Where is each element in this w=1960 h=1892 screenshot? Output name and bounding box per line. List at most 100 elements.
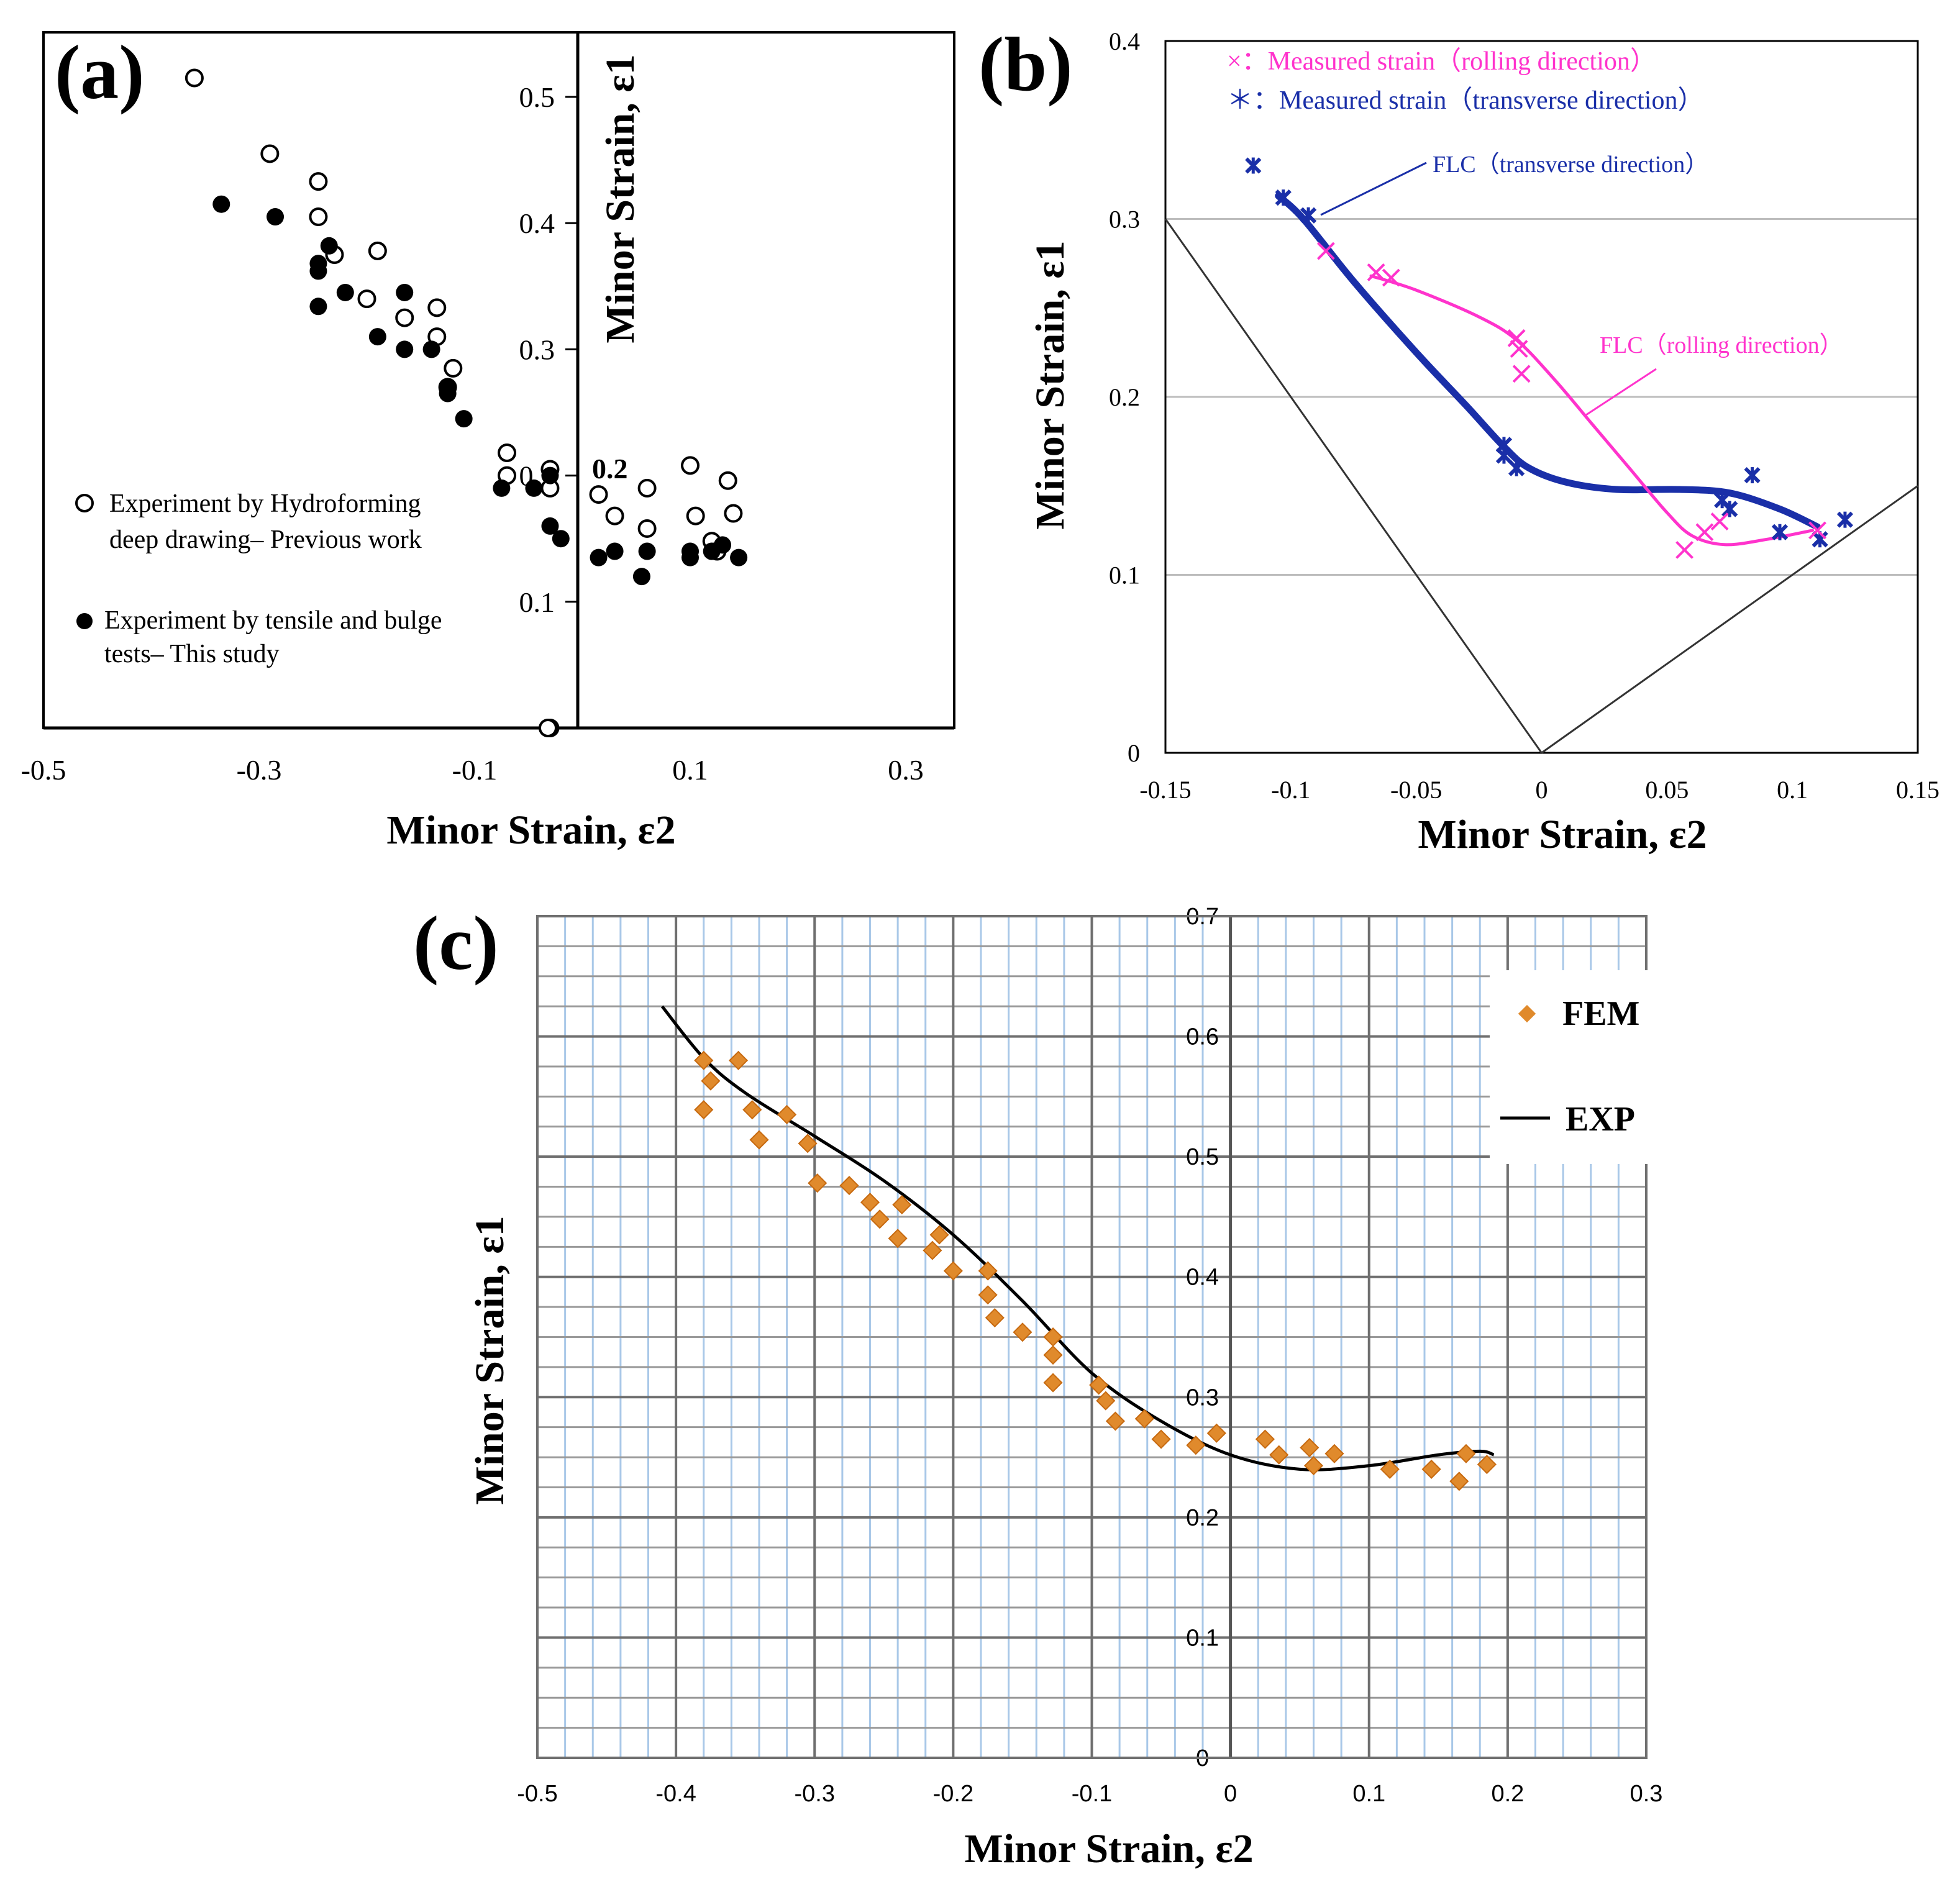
rolling-strain-point	[1695, 523, 1714, 542]
panel-b-y-title: Minor Strain, ε1	[1028, 240, 1073, 529]
fem-point	[892, 1195, 912, 1215]
fem-point	[978, 1261, 998, 1281]
panel-b-y-tick-label: 0.2	[1109, 383, 1140, 411]
open-circle-point	[589, 485, 608, 504]
open-circle-point	[718, 471, 737, 490]
transverse-strain-point	[1508, 460, 1525, 476]
open-circle-point	[605, 506, 624, 525]
open-circle-point	[538, 719, 557, 737]
fem-point	[808, 1173, 827, 1193]
open-circle-point	[686, 506, 705, 525]
filled-circle-point	[590, 548, 608, 566]
filled-circle-point	[439, 384, 457, 403]
panel-c-y-tick-label: 0.2	[1186, 1505, 1219, 1531]
fem-point	[923, 1240, 942, 1260]
panel-b: (b) Minor Strain, ε2 Minor Strain, ε1 -0…	[978, 22, 1939, 857]
fem-point	[1421, 1459, 1441, 1479]
fem-point	[1206, 1423, 1226, 1443]
legend-exp-label: EXP	[1566, 1100, 1635, 1139]
panel-a-y-tick-label: 0.4	[519, 207, 555, 239]
legend-b-item-rolling: ×：Measured strain（rolling direction）	[1227, 47, 1656, 76]
panel-c-y-title: Minor Strain, ε1	[467, 1216, 513, 1504]
filled-circle-point	[606, 542, 624, 560]
legend-b-item-transverse: ＊：Measured strain（transverse direction）	[1227, 86, 1703, 115]
panel-c-y-tick-label: 0.3	[1186, 1385, 1219, 1411]
legend-a-item-1-line-1: Experiment by Hydroforming	[109, 489, 421, 518]
open-circle-point	[681, 456, 700, 475]
fem-point	[728, 1050, 749, 1070]
panel-b-x-tick-label: 0.15	[1896, 776, 1939, 804]
panel-c-x-tick-label: -0.5	[517, 1781, 557, 1807]
rolling-strain-point	[1710, 512, 1729, 530]
panel-c-frame	[536, 915, 1648, 1759]
filled-circle-point	[730, 548, 748, 566]
panel-b-x-tick-label: -0.1	[1271, 776, 1310, 804]
fem-point	[860, 1193, 880, 1212]
open-circle-point	[444, 358, 463, 378]
panel-c-x-tick-label: 0.3	[1630, 1781, 1663, 1807]
fem-point	[1043, 1327, 1063, 1347]
rolling-strain-point	[1510, 340, 1528, 358]
panel-a-x-tick-label: 0.1	[672, 754, 708, 786]
fem-point	[943, 1261, 963, 1281]
panel-b-y-tick-label: 0.4	[1109, 27, 1140, 55]
fem-point	[888, 1229, 908, 1248]
rolling-strain-point	[1316, 242, 1335, 260]
transverse-strain-point	[1744, 466, 1761, 484]
fem-point	[1151, 1429, 1171, 1449]
panel-a-label: (a)	[55, 30, 145, 115]
panel-b-x-tick-label: 0.05	[1645, 776, 1689, 804]
panel-a-x-tick-label: -0.3	[237, 754, 282, 786]
open-circle-point	[309, 172, 328, 191]
transverse-strain-point	[1721, 501, 1738, 517]
fem-point	[1449, 1471, 1469, 1491]
fem-point	[1013, 1322, 1032, 1342]
panel-a-y-tick-label: 0.5	[519, 81, 555, 113]
filled-circle-point	[396, 340, 414, 358]
transverse-strain-point	[1245, 157, 1262, 174]
filled-circle-point	[525, 479, 543, 497]
panel-c-x-tick-label: -0.3	[795, 1781, 835, 1807]
fem-point	[1255, 1429, 1275, 1449]
open-circle-point	[309, 207, 328, 227]
panel-a-legend: Experiment by Hydroforming deep drawing–…	[75, 489, 442, 668]
fem-point	[742, 1100, 762, 1120]
filled-circle-point	[368, 328, 386, 346]
panel-c: (c) Minor Strain, ε2 Minor Strain, ε1 -0…	[413, 901, 1662, 1872]
transverse-strain-point	[1836, 511, 1854, 528]
transverse-strain-point	[1495, 447, 1513, 464]
panel-c-legend-box	[1490, 970, 1652, 1164]
fem-point	[1186, 1435, 1206, 1455]
open-circle-point	[368, 241, 387, 260]
rolling-strain-point	[1675, 540, 1694, 559]
fem-point	[798, 1134, 818, 1153]
fem-point	[701, 1071, 721, 1091]
panel-c-x-tick-label: -0.4	[655, 1781, 696, 1807]
panel-a-y-tick-label: 0.1	[519, 586, 555, 618]
filled-circle-point	[493, 479, 511, 497]
fem-point	[839, 1176, 859, 1196]
flc-transverse-leader	[1320, 161, 1427, 216]
fem-point	[1043, 1345, 1063, 1365]
flc-rolling-label: FLC（rolling direction）	[1600, 332, 1843, 358]
transverse-strain-point	[1771, 524, 1789, 540]
panel-b-x-tick-label: 0.1	[1777, 776, 1808, 804]
fem-point	[1269, 1445, 1289, 1465]
panel-c-legend: FEM EXP	[1490, 970, 1652, 1164]
filled-circle-point	[212, 195, 230, 213]
panel-a-x-tick-label: -0.1	[452, 754, 498, 786]
filled-circle-point	[714, 536, 732, 554]
panel-b-x-title: Minor Strain, ε2	[1418, 812, 1707, 857]
panel-b-label: (b)	[978, 22, 1073, 107]
filled-circle-point	[422, 340, 440, 358]
legend-a-item-2-line-2: tests– This study	[104, 640, 280, 668]
legend-a-item-1-line-2: deep drawing– Previous work	[109, 525, 422, 554]
panel-c-label: (c)	[413, 901, 499, 986]
panel-c-y-tick-label: 0.5	[1186, 1144, 1219, 1170]
fem-point	[749, 1130, 769, 1150]
panel-a-x-tick-label: 0.3	[888, 754, 924, 786]
fem-point	[694, 1100, 714, 1120]
filled-circle-point	[638, 542, 656, 560]
open-circle-point	[185, 68, 204, 88]
